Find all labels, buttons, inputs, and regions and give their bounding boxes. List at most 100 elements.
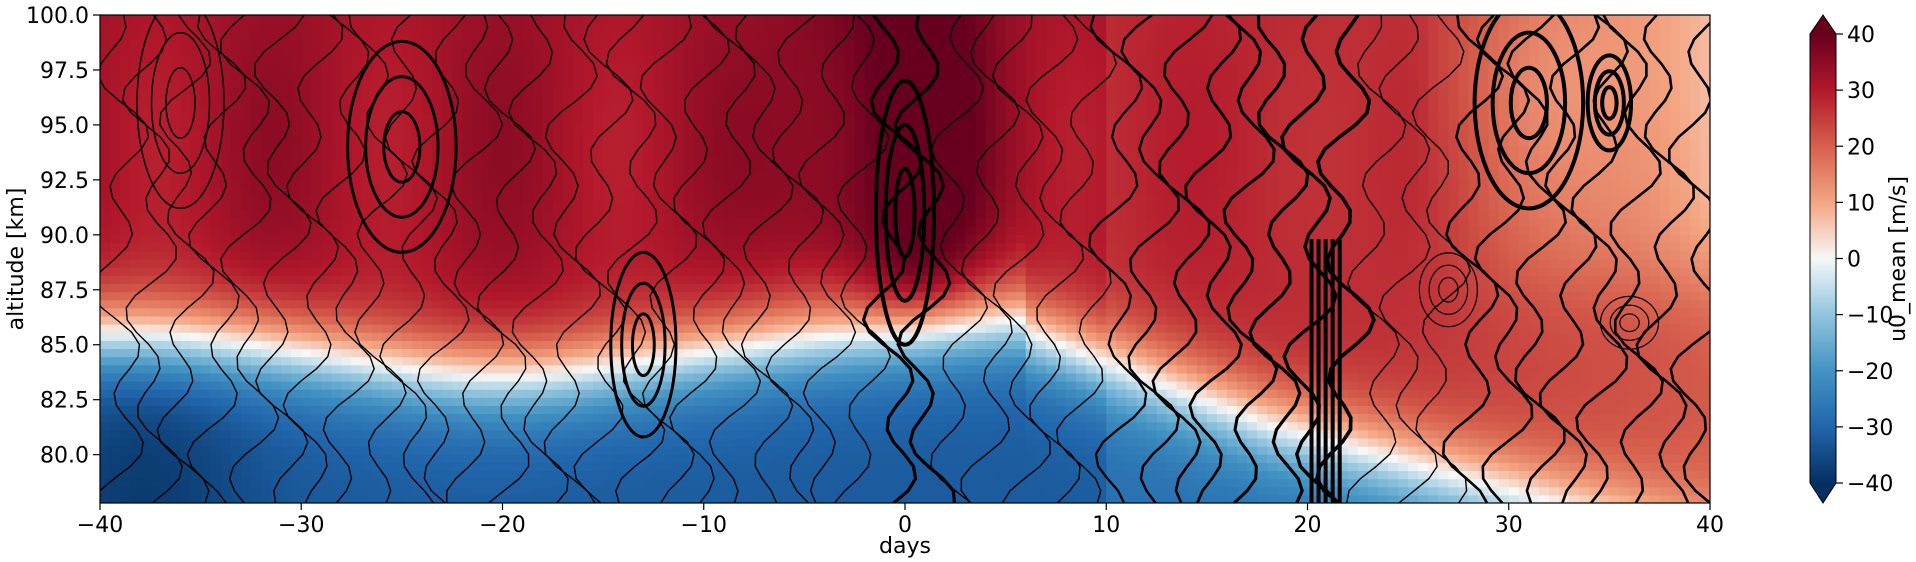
heatmap-cell	[371, 299, 383, 309]
heatmap-cell	[542, 283, 554, 293]
heatmap-cell	[210, 128, 222, 138]
heatmap-cell	[311, 324, 322, 333]
heatmap-cell	[311, 80, 322, 89]
heatmap-cell	[140, 267, 151, 276]
heatmap-cell	[160, 307, 172, 317]
heatmap-cell	[572, 23, 584, 32]
heatmap-cell	[552, 128, 564, 138]
heatmap-cell	[683, 128, 695, 138]
heatmap-cell	[693, 63, 705, 73]
heatmap-cell	[301, 437, 312, 447]
heatmap-cell	[542, 405, 554, 415]
heatmap-cell	[512, 413, 524, 423]
heatmap-cell	[452, 389, 463, 398]
heatmap-cell	[774, 478, 785, 488]
heatmap-cell	[723, 421, 735, 431]
heatmap-cell	[100, 112, 111, 122]
heatmap-cell	[824, 299, 836, 309]
heatmap-cell	[673, 242, 685, 252]
heatmap-cell	[663, 71, 675, 81]
heatmap-cell	[733, 372, 745, 382]
heatmap-cell	[593, 494, 604, 503]
heatmap-cell	[532, 324, 544, 333]
heatmap-cell	[160, 71, 172, 81]
heatmap-cell	[301, 80, 312, 89]
heatmap-cell	[210, 23, 222, 32]
heatmap-cell	[603, 389, 614, 398]
heatmap-cell	[110, 389, 121, 398]
heatmap-cell	[321, 71, 333, 81]
heatmap-cell	[593, 340, 604, 350]
heatmap-cell	[522, 315, 534, 325]
heatmap-cell	[442, 23, 453, 32]
heatmap-cell	[552, 478, 564, 488]
heatmap-cell	[713, 15, 725, 24]
heatmap-cell	[774, 23, 785, 32]
heatmap-cell	[764, 381, 775, 390]
heatmap-cell	[502, 470, 514, 480]
heatmap-cell	[220, 332, 232, 341]
heatmap-cell	[744, 120, 755, 130]
heatmap-cell	[572, 299, 584, 309]
heatmap-cell	[784, 47, 795, 57]
heatmap-cell	[361, 324, 373, 333]
heatmap-cell	[271, 348, 282, 358]
heatmap-cell	[512, 47, 524, 57]
heatmap-cell	[190, 234, 202, 244]
heatmap-cell	[482, 63, 494, 73]
heatmap-cell	[562, 486, 574, 496]
heatmap-cell	[442, 437, 453, 447]
heatmap-cell	[401, 470, 413, 480]
heatmap-cell	[874, 210, 886, 219]
heatmap-cell	[100, 250, 111, 260]
heatmap-cell	[301, 177, 312, 187]
heatmap-cell	[603, 429, 614, 439]
heatmap-cell	[100, 462, 111, 472]
heatmap-cell	[301, 413, 312, 423]
heatmap-cell	[884, 381, 896, 390]
heatmap-cell	[764, 161, 775, 171]
heatmap-cell	[100, 332, 111, 341]
heatmap-cell	[633, 242, 644, 252]
heatmap-cell	[774, 259, 785, 268]
heatmap-cell	[532, 437, 544, 447]
heatmap-cell	[150, 39, 161, 49]
heatmap-cell	[784, 421, 795, 431]
heatmap-cell	[744, 494, 755, 503]
heatmap-cell	[723, 193, 735, 203]
heatmap-cell	[220, 446, 232, 455]
heatmap-cell	[261, 283, 272, 293]
heatmap-cell	[562, 283, 574, 293]
heatmap-cell	[532, 486, 544, 496]
heatmap-cell	[321, 299, 333, 309]
heatmap-cell	[442, 413, 453, 423]
heatmap-cell	[502, 275, 514, 284]
heatmap-cell	[170, 96, 182, 106]
heatmap-cell	[341, 88, 353, 97]
heatmap-cell	[442, 242, 453, 252]
heatmap-cell	[653, 226, 665, 236]
heatmap-cell	[381, 55, 393, 65]
heatmap-cell	[864, 291, 876, 301]
heatmap-cell	[613, 275, 624, 284]
heatmap-cell	[361, 356, 373, 366]
heatmap-cell	[854, 169, 866, 179]
heatmap-cell	[653, 120, 665, 130]
heatmap-cell	[723, 88, 735, 97]
heatmap-cell	[784, 454, 795, 463]
heatmap-cell	[733, 356, 745, 366]
heatmap-cell	[844, 169, 856, 179]
heatmap-cell	[653, 454, 665, 463]
heatmap-cell	[572, 112, 584, 122]
heatmap-cell	[764, 478, 775, 488]
heatmap-cell	[593, 381, 604, 390]
heatmap-cell	[673, 202, 685, 211]
heatmap-cell	[703, 137, 715, 146]
heatmap-cell	[854, 275, 866, 284]
heatmap-cell	[462, 299, 473, 309]
heatmap-cell	[562, 291, 574, 301]
heatmap-cell	[935, 462, 946, 472]
heatmap-cell	[391, 446, 403, 455]
heatmap-cell	[915, 446, 926, 455]
heatmap-cell	[110, 96, 121, 106]
